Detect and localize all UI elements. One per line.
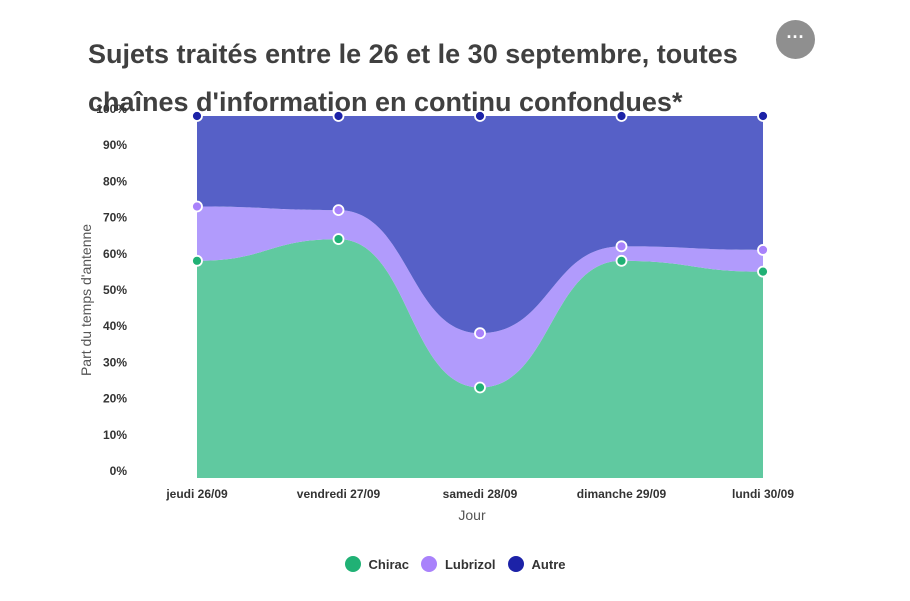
legend-label: Lubrizol	[444, 556, 496, 572]
legend-item-autre[interactable]: Autre	[507, 556, 566, 572]
chart-legend: Chirac Lubrizol Autre	[0, 556, 910, 575]
point-chirac[interactable]	[191, 254, 203, 267]
y-tick-label: 80%	[103, 174, 127, 188]
y-tick-label: 30%	[103, 355, 127, 369]
x-tick-label: dimanche 29/09	[577, 487, 667, 501]
data-markers	[191, 110, 769, 394]
y-tick-label: 90%	[103, 138, 127, 152]
point-autre[interactable]	[191, 110, 203, 122]
legend-swatch	[344, 556, 361, 572]
chart-title: Sujets traités entre le 26 et le 30 sept…	[88, 39, 738, 117]
y-tick-label: 40%	[103, 319, 127, 333]
y-tick-label: 60%	[103, 247, 127, 261]
legend-label: Autre	[531, 556, 566, 572]
chart-areas	[197, 116, 763, 478]
legend-label: Chirac	[368, 556, 409, 572]
point-autre[interactable]	[757, 110, 769, 122]
point-lubrizol[interactable]	[615, 240, 628, 253]
more-options-button[interactable]: ···	[776, 20, 815, 59]
point-lubrizol[interactable]	[191, 200, 203, 213]
point-chirac[interactable]	[474, 381, 486, 394]
x-tick-label: samedi 28/09	[443, 487, 518, 501]
legend-swatch	[507, 556, 524, 572]
x-tick-label: jeudi 26/09	[165, 487, 228, 501]
point-autre[interactable]	[615, 110, 628, 122]
x-axis-ticks: jeudi 26/09 vendredi 27/09 samedi 28/09 dim…	[165, 487, 794, 501]
y-tick-label: 0%	[110, 464, 128, 478]
legend-item-chirac[interactable]: Chirac	[344, 556, 409, 572]
y-axis-title: Part du temps d'antenne	[78, 224, 94, 376]
point-chirac[interactable]	[757, 265, 769, 278]
legend-swatch	[420, 556, 437, 572]
point-autre[interactable]	[332, 110, 345, 122]
point-lubrizol[interactable]	[757, 244, 769, 256]
legend-item-lubrizol[interactable]: Lubrizol	[420, 556, 496, 572]
y-axis-ticks: 0% 10% 20% 30% 40% 50% 60% 70% 80% 90% 100%	[96, 102, 127, 478]
area-chirac	[197, 239, 763, 478]
y-tick-label: 100%	[96, 102, 127, 116]
y-tick-label: 50%	[103, 283, 127, 297]
point-autre[interactable]	[474, 110, 486, 122]
y-tick-label: 70%	[103, 211, 127, 225]
x-tick-label: lundi 30/09	[732, 487, 794, 501]
y-tick-label: 10%	[103, 428, 127, 442]
point-chirac[interactable]	[332, 233, 345, 245]
point-lubrizol[interactable]	[332, 204, 345, 217]
y-tick-label: 20%	[103, 392, 127, 406]
x-tick-label: vendredi 27/09	[297, 487, 381, 501]
area-autre	[197, 116, 763, 334]
x-axis-title: Jour	[458, 507, 486, 523]
point-chirac[interactable]	[615, 254, 628, 267]
point-lubrizol[interactable]	[474, 327, 486, 340]
